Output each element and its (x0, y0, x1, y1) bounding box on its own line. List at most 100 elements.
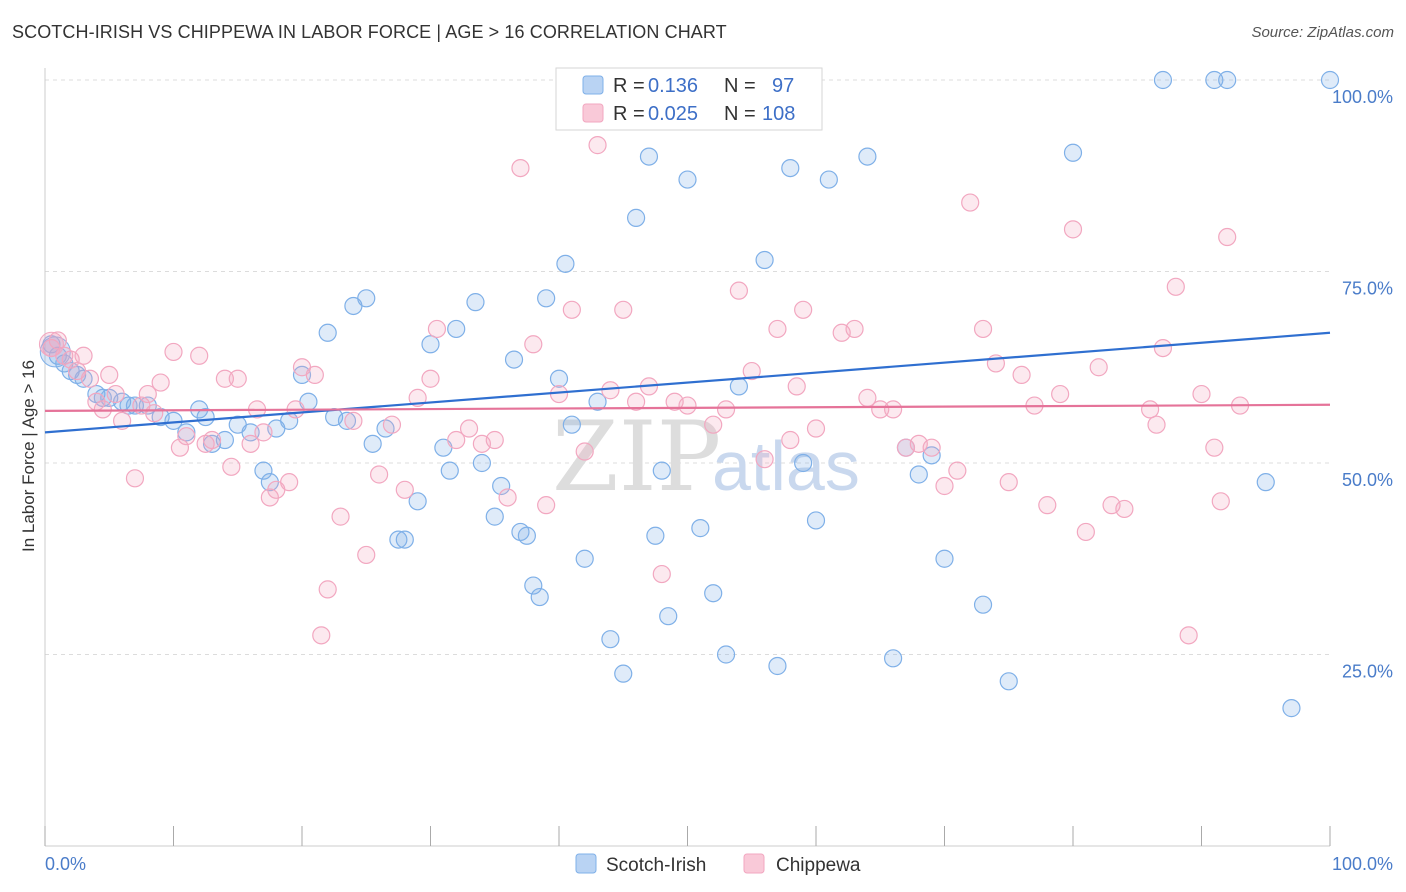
chippewa-point (1153, 339, 1173, 358)
chippewa-points (38, 136, 1250, 645)
scotch-irish-point (639, 147, 659, 166)
chippewa-point (1147, 415, 1166, 434)
chippewa-point (806, 419, 826, 438)
scotch-irish-point (524, 576, 543, 595)
chippewa-point (382, 415, 402, 434)
scotch-irish-point (517, 526, 536, 545)
chippewa-point (447, 430, 466, 450)
scotch-irish-point (492, 476, 511, 496)
chippewa-point (1140, 400, 1160, 419)
chippewa-point (318, 580, 337, 599)
chippewa-point (421, 369, 440, 388)
bottom-legend-scotch-irish: Scotch-Irish (606, 855, 706, 876)
scotch-irish-point (626, 208, 646, 227)
scotch-irish-point (704, 584, 723, 603)
chippewa-point (395, 480, 414, 499)
scotch-irish-point (588, 392, 607, 411)
chippewa-point (883, 400, 903, 419)
scotch-irish-point (678, 170, 697, 189)
chippewa-point (202, 430, 222, 450)
chippewa-point (1076, 522, 1095, 542)
chippewa-point (716, 400, 736, 419)
chippewa-point (794, 300, 813, 319)
scotch-irish-point (614, 664, 633, 683)
scotch-irish-point (909, 465, 928, 484)
chippewa-point (678, 396, 697, 415)
trend-line-chippewa (44, 403, 1331, 413)
chippewa-point (74, 346, 93, 365)
legend-r-label-2: R = (613, 103, 645, 125)
chippewa-point (1211, 492, 1230, 511)
scotch-irish-point (806, 511, 826, 530)
scotch-irish-point (530, 587, 549, 607)
chippewa-point (138, 384, 157, 404)
bottom-legend: Scotch-Irish Chippewa (575, 853, 861, 876)
chippewa-point (537, 496, 556, 515)
watermark-zip: ZIP (552, 401, 721, 513)
scotch-irish-point (729, 377, 749, 396)
chippewa-point (1012, 365, 1031, 385)
scotch-irish-point (318, 323, 337, 342)
scotch-irish-point (1205, 70, 1224, 90)
chippewa-point (999, 473, 1018, 492)
chippewa-point (511, 158, 530, 178)
x-tick-label-0: 0.0% (45, 854, 86, 874)
chippewa-point (38, 331, 64, 357)
chippewa-point (1192, 384, 1211, 404)
chippewa-point (614, 300, 633, 319)
scotch-irish-point (562, 415, 581, 434)
scotch-irish-point (691, 519, 710, 538)
watermark-atlas: atlas (712, 427, 860, 505)
chippewa-point (742, 361, 761, 381)
chippewa-point (241, 434, 260, 453)
chippewa-point (1205, 438, 1224, 457)
scotch-irish-point (755, 250, 774, 270)
legend-r-value-1: 0.136 (648, 75, 698, 97)
chippewa-point (588, 136, 607, 155)
chippewa-point (973, 319, 993, 339)
scotch-irish-point (337, 411, 357, 430)
scotch-irish-point (1320, 70, 1340, 90)
chippewa-point (1089, 358, 1108, 377)
chippewa-point (1166, 277, 1185, 296)
chippewa-point (215, 369, 234, 388)
scotch-irish-points (39, 70, 1340, 718)
chippewa-point (498, 488, 517, 507)
scotch-irish-point (659, 607, 678, 626)
chippewa-point (170, 438, 190, 457)
scotch-irish-point (389, 530, 408, 549)
y-axis-label: In Labor Force | Age > 16 (19, 360, 38, 552)
chippewa-point (1218, 227, 1237, 247)
chippewa-point (1179, 626, 1198, 645)
scotch-irish-point (485, 507, 504, 526)
legend-n-label-2: N = (724, 103, 756, 125)
scotch-irish-point (935, 549, 954, 568)
chippewa-point (80, 369, 100, 388)
chippewa-point (151, 373, 170, 392)
chippewa-point (524, 335, 543, 354)
chippewa-point (228, 369, 247, 388)
chippewa-point (1063, 220, 1083, 239)
chippewa-point (729, 281, 749, 300)
chippewa-point (164, 342, 183, 362)
chippewa-point (845, 319, 864, 339)
scotch-irish-point (794, 453, 813, 473)
scotch-irish-point (819, 170, 838, 189)
scotch-irish-point (421, 335, 440, 354)
scotch-irish-point (922, 446, 941, 465)
chippewa-point (331, 507, 350, 526)
chippewa-point (704, 415, 723, 434)
chippewa-point (652, 564, 671, 584)
scotch-irish-point (883, 649, 903, 668)
scotch-irish-point (472, 453, 491, 473)
legend-swatch-chippewa (582, 103, 604, 123)
chippewa-point (1051, 384, 1070, 404)
scotch-irish-point (781, 158, 800, 178)
chippewa-point (222, 457, 241, 476)
chippewa-point (190, 346, 209, 365)
scotch-irish-point (177, 423, 196, 442)
scotch-irish-point (292, 365, 312, 385)
scotch-irish-point (858, 147, 877, 166)
scotch-irish-point (466, 293, 485, 312)
